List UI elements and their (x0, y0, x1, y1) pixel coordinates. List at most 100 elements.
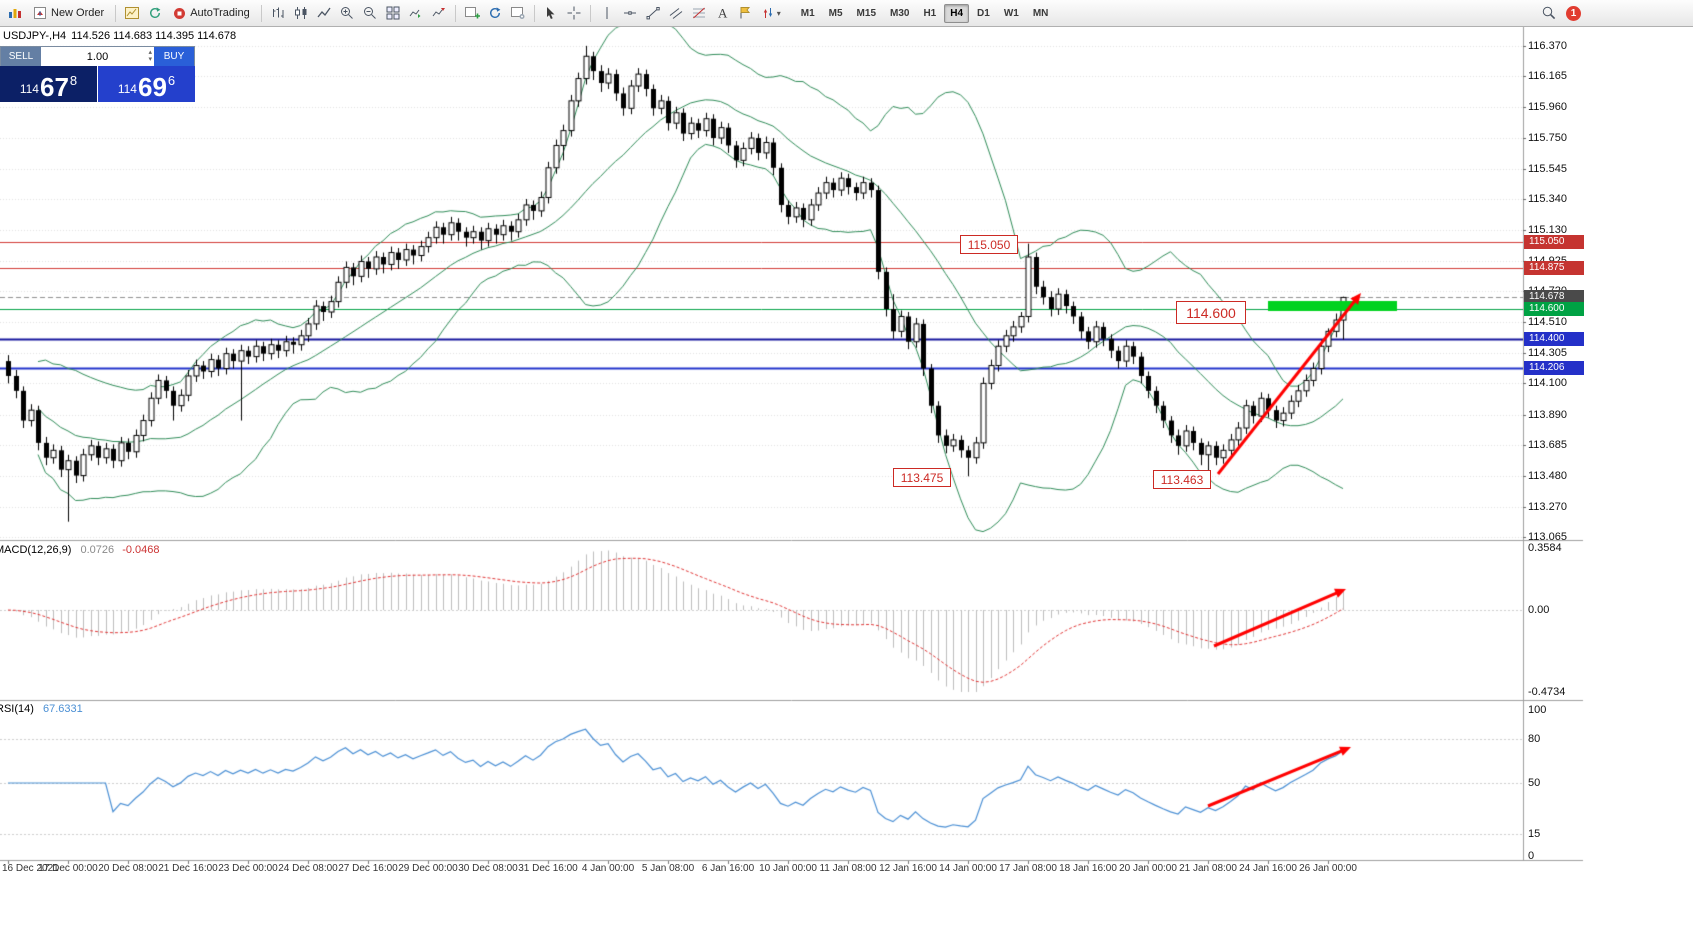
equidistant-channel-icon[interactable] (665, 3, 687, 23)
time-axis-label: 5 Jan 08:00 (641, 863, 695, 874)
time-axis-label: 16 Dec 2021 (2, 863, 59, 874)
cursor-icon[interactable] (540, 3, 562, 23)
timeframe-m1[interactable]: M1 (800, 7, 815, 19)
price-level-tag: 114.875 (1524, 261, 1584, 276)
search-icon[interactable] (1538, 3, 1560, 23)
bar-chart-icon[interactable] (267, 3, 289, 23)
rsi-scale-label: 15 (1528, 828, 1541, 841)
main-toolbar: New Order AutoTrading A ▾ M1 M5 M15 M30 H1 H4… (0, 0, 1693, 27)
tile-windows-icon[interactable] (382, 3, 404, 23)
toolbar-separator (454, 4, 456, 22)
refresh-icon[interactable] (144, 3, 166, 23)
sell-price-pips: 8 (69, 73, 78, 88)
macd-indicator-header: MACD(12,26,9) 0.0726 -0.0468 (0, 544, 160, 556)
rsi-indicator-header: RSI(14) 67.6331 (0, 703, 83, 715)
volume-spinner[interactable]: ▴ ▾ (148, 49, 152, 63)
macd-signal-value: -0.0468 (122, 544, 160, 556)
toolbar-separator (589, 4, 591, 22)
zoom-out-icon[interactable] (359, 3, 381, 23)
timeframe-m5[interactable]: M5 (828, 7, 843, 19)
price-axis-label: 113.480 (1528, 469, 1567, 482)
price-level-tag: 114.600 (1524, 302, 1584, 317)
price-annotation-label[interactable]: 113.475 (893, 468, 951, 487)
zoom-in-icon[interactable] (336, 3, 358, 23)
buy-price-big: 69 (137, 72, 167, 102)
one-click-trading-panel: SELL 1.00 ▴ ▾ BUY 114 67 8 114 69 6 (0, 46, 195, 102)
buy-price-button[interactable]: 114 69 6 (98, 66, 195, 102)
time-axis-label: 20 Jan 00:00 (1119, 863, 1177, 874)
volume-value: 1.00 (86, 50, 109, 63)
buy-button[interactable]: BUY (154, 47, 194, 66)
toolbar-separator (533, 4, 535, 22)
timeframe-d1[interactable]: D1 (977, 7, 990, 19)
time-axis-label: 24 Dec 08:00 (278, 863, 338, 874)
chart-shift-icon[interactable] (428, 3, 450, 23)
fibonacci-icon[interactable] (688, 3, 710, 23)
sell-price-button[interactable]: 114 67 8 (0, 66, 97, 102)
price-axis-label: 113.890 (1528, 408, 1567, 421)
timeframe-h1[interactable]: H1 (923, 7, 937, 19)
price-axis-label: 115.960 (1528, 100, 1567, 113)
price-axis-label: 114.510 (1528, 316, 1567, 329)
time-axis-label: 30 Dec 08:00 (458, 863, 518, 874)
toolbar-separator (115, 4, 117, 22)
price-axis-label: 116.165 (1528, 70, 1567, 83)
sell-price-big: 67 (39, 72, 69, 102)
notification-badge[interactable]: 1 (1566, 5, 1581, 21)
auto-scroll-icon[interactable] (405, 3, 427, 23)
timeframe-toolbar: M1 M5 M15 M30 H1 H4 D1 W1 MN (794, 3, 1056, 23)
macd-name: MACD(12,26,9) (0, 544, 72, 556)
toolbar-separator (260, 4, 262, 22)
charts-window-icon[interactable] (121, 3, 143, 23)
spinner-up-icon[interactable]: ▴ (148, 49, 152, 56)
cycle-icon[interactable] (484, 3, 506, 23)
autotrading-button[interactable]: AutoTrading (167, 3, 256, 23)
vertical-line-icon[interactable] (596, 3, 618, 23)
time-axis-label: 24 Jan 16:00 (1239, 863, 1297, 874)
autotrading-label: AutoTrading (190, 7, 250, 19)
price-axis-label: 113.065 (1528, 531, 1567, 544)
new-order-button[interactable]: New Order (27, 3, 110, 23)
trendline-icon[interactable] (642, 3, 664, 23)
price-annotation-label[interactable]: 115.050 (960, 235, 1018, 254)
time-axis-label: 4 Jan 00:00 (581, 863, 635, 874)
time-axis-label: 12 Jan 16:00 (879, 863, 937, 874)
timeframe-m30[interactable]: M30 (890, 7, 910, 19)
horizontal-line-icon[interactable] (619, 3, 641, 23)
text-label-icon[interactable] (734, 3, 756, 23)
rsi-scale-label: 100 (1528, 704, 1547, 716)
macd-main-value: 0.0726 (80, 544, 115, 556)
indicators-icon[interactable] (461, 3, 483, 23)
crosshair-icon[interactable] (563, 3, 585, 23)
time-axis-label: 31 Dec 16:00 (518, 863, 578, 874)
timeframe-h4[interactable]: H4 (944, 3, 970, 23)
price-annotation-label[interactable]: 113.463 (1153, 470, 1211, 489)
buy-price-pips: 6 (167, 73, 176, 88)
timeframe-mn[interactable]: MN (1032, 7, 1049, 19)
rsi-scale-label: 0 (1528, 850, 1535, 862)
timeframe-m15[interactable]: M15 (856, 7, 876, 19)
time-axis-label: 10 Jan 00:00 (759, 863, 817, 874)
price-axis-label: 113.270 (1528, 500, 1567, 513)
templates-icon[interactable] (507, 3, 529, 23)
line-chart-icon[interactable] (313, 3, 335, 23)
price-axis-label: 115.130 (1528, 224, 1567, 237)
price-axis-label: 115.340 (1528, 193, 1567, 205)
candlestick-icon[interactable] (290, 3, 312, 23)
price-annotation-label[interactable]: 114.600 (1176, 301, 1246, 324)
spinner-down-icon[interactable]: ▾ (148, 56, 152, 63)
time-axis-label: 17 Jan 08:00 (999, 863, 1057, 874)
symbol-label: USDJPY-,H4 (3, 30, 67, 42)
arrows-tool-dropdown-icon[interactable]: ▾ (776, 8, 781, 18)
timeframe-w1[interactable]: W1 (1003, 7, 1019, 19)
macd-scale-label: 0.00 (1528, 604, 1550, 617)
time-axis-label: 26 Jan 00:00 (1299, 863, 1357, 874)
arrows-tool-icon[interactable] (757, 3, 779, 23)
time-axis-label: 11 Jan 08:00 (819, 863, 877, 874)
price-axis-label: 114.305 (1528, 346, 1567, 359)
sell-button[interactable]: SELL (1, 47, 41, 66)
volume-input[interactable]: 1.00 ▴ ▾ (41, 47, 154, 66)
text-icon[interactable]: A (711, 3, 733, 23)
